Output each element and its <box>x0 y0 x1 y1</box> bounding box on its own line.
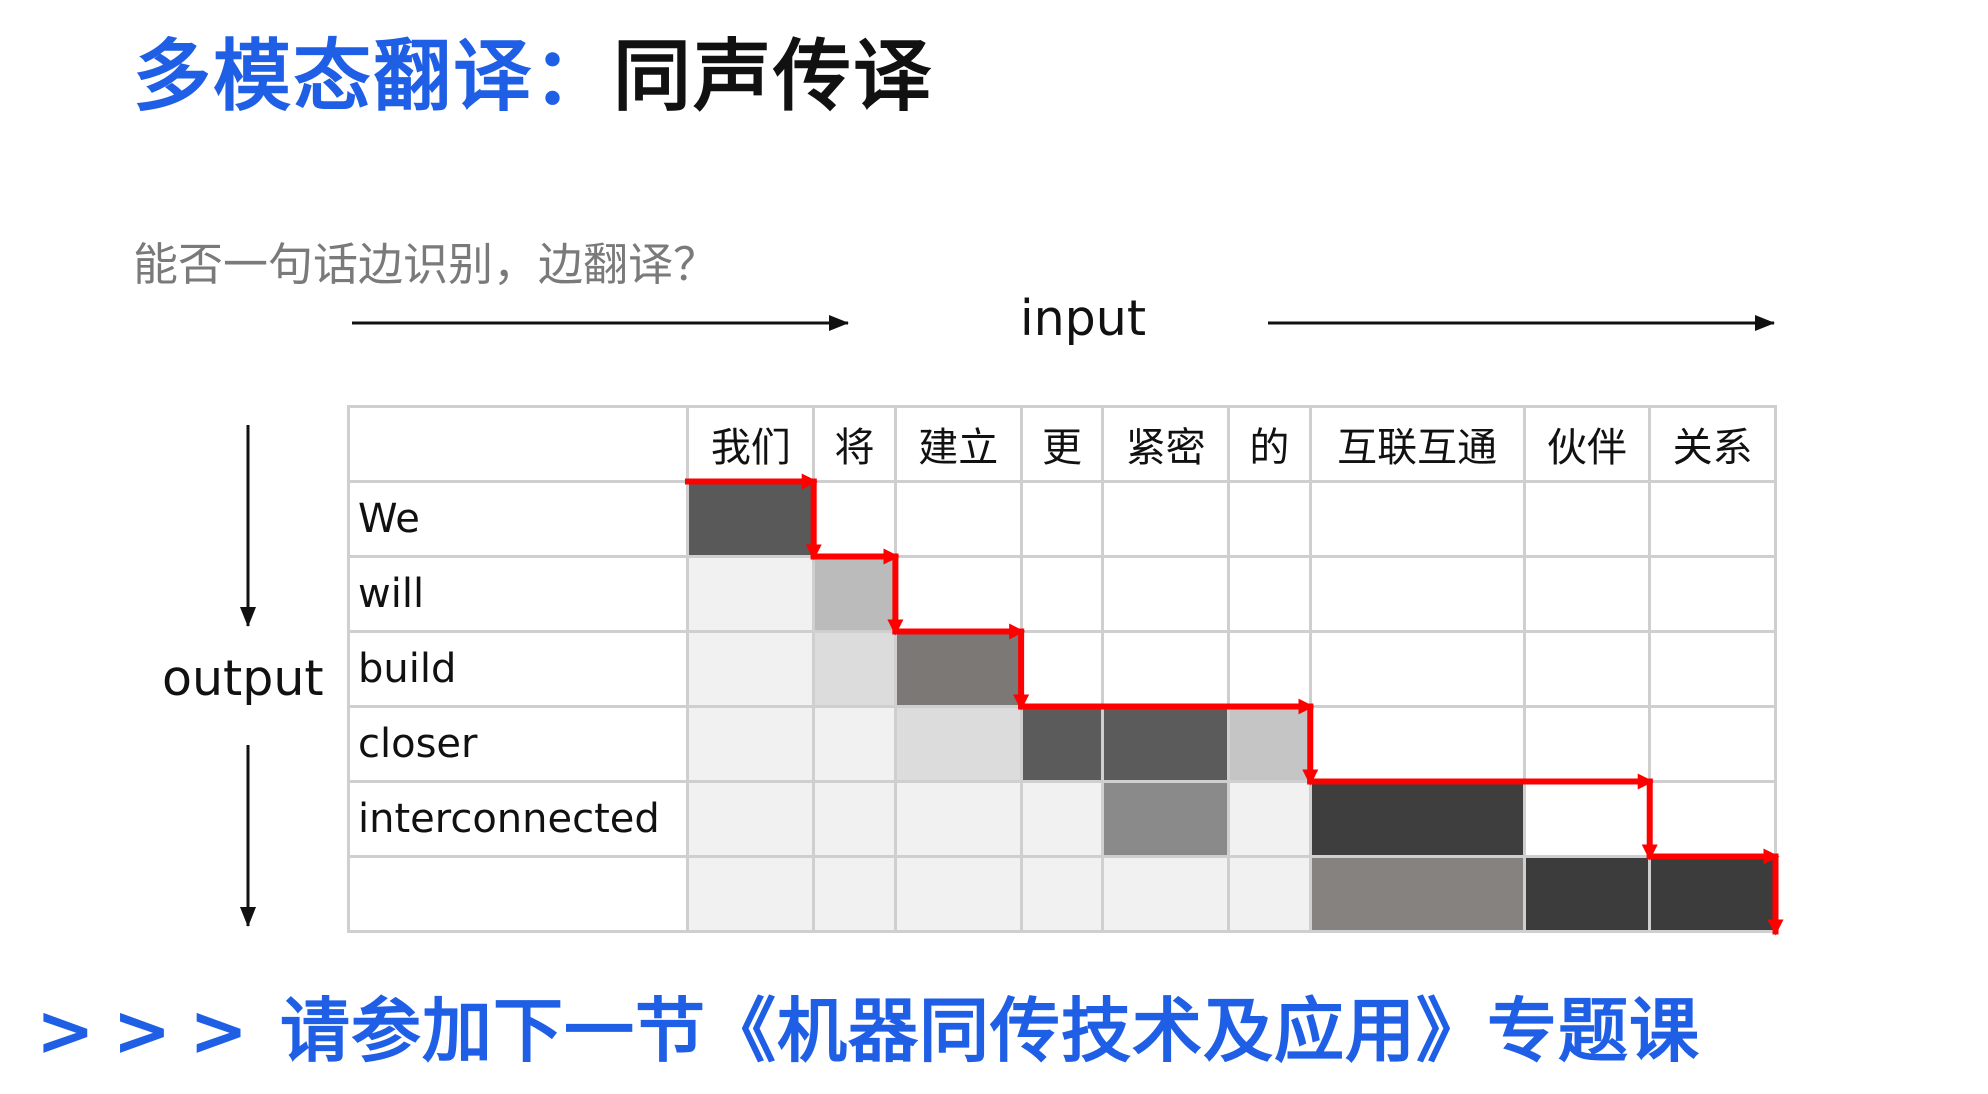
attention-cell <box>1650 782 1776 857</box>
attention-cell <box>1103 482 1229 557</box>
attention-cell <box>1310 557 1524 632</box>
attention-cell <box>814 857 896 932</box>
grid-row: build <box>349 632 1776 707</box>
attention-cell <box>1229 857 1311 932</box>
grid-row: will <box>349 557 1776 632</box>
attention-cell <box>688 857 814 932</box>
column-header: 关系 <box>1650 407 1776 482</box>
attention-cell <box>1524 632 1650 707</box>
attention-cell <box>814 632 896 707</box>
attention-cell <box>1229 782 1311 857</box>
row-label: build <box>349 632 688 707</box>
attention-cell <box>1310 482 1524 557</box>
attention-cell <box>1021 782 1103 857</box>
grid-row <box>349 857 1776 932</box>
attention-cell <box>1229 707 1311 782</box>
attention-cell <box>688 482 814 557</box>
row-label: closer <box>349 707 688 782</box>
grid-row: closer <box>349 707 1776 782</box>
attention-cell <box>895 707 1021 782</box>
attention-cell <box>688 632 814 707</box>
row-label: We <box>349 482 688 557</box>
attention-cell <box>895 557 1021 632</box>
attention-cell <box>1650 557 1776 632</box>
attention-cell <box>895 632 1021 707</box>
attention-cell <box>688 557 814 632</box>
chevron-icon: >>> <box>36 990 266 1072</box>
grid-corner-cell <box>349 407 688 482</box>
attention-cell <box>1524 782 1650 857</box>
attention-cell <box>1021 857 1103 932</box>
attention-cell <box>1103 707 1229 782</box>
column-header: 我们 <box>688 407 814 482</box>
grid-header-row: 我们将建立更紧密的互联互通 伙伴 关系 <box>349 407 1776 482</box>
attention-cell <box>688 782 814 857</box>
attention-cell <box>1524 482 1650 557</box>
attention-cell <box>1310 632 1524 707</box>
row-label <box>349 857 688 932</box>
grid-row: interconnected <box>349 782 1776 857</box>
attention-cell <box>1310 707 1524 782</box>
attention-cell <box>1229 482 1311 557</box>
attention-cell <box>1524 857 1650 932</box>
column-header: 更 <box>1021 407 1103 482</box>
attention-cell <box>1103 557 1229 632</box>
attention-cell <box>814 707 896 782</box>
attention-cell <box>1021 482 1103 557</box>
attention-cell <box>895 782 1021 857</box>
column-header: 伙伴 <box>1524 407 1650 482</box>
attention-cell <box>1650 857 1776 932</box>
attention-cell <box>1103 857 1229 932</box>
attention-cell <box>814 782 896 857</box>
attention-cell <box>1021 557 1103 632</box>
attention-cell <box>1103 632 1229 707</box>
attention-cell <box>1650 482 1776 557</box>
row-label: will <box>349 557 688 632</box>
attention-cell <box>1021 632 1103 707</box>
attention-cell <box>1524 557 1650 632</box>
alignment-grid: 我们将建立更紧密的互联互通 伙伴 关系 We will build closer inter… <box>347 405 1777 933</box>
column-header: 互联互通 <box>1310 407 1524 482</box>
column-header: 紧密 <box>1103 407 1229 482</box>
attention-cell <box>1524 707 1650 782</box>
column-header: 建立 <box>895 407 1021 482</box>
row-label: interconnected <box>349 782 688 857</box>
attention-cell <box>1310 782 1524 857</box>
attention-cell <box>895 857 1021 932</box>
attention-cell <box>1021 707 1103 782</box>
footer-text: 请参加下一节《机器同传技术及应用》专题课 <box>280 990 1700 1072</box>
column-header: 将 <box>814 407 896 482</box>
attention-cell <box>1229 557 1311 632</box>
attention-cell <box>1310 857 1524 932</box>
attention-cell <box>895 482 1021 557</box>
attention-cell <box>1650 707 1776 782</box>
footer-banner: >>> 请参加下一节《机器同传技术及应用》专题课 <box>36 975 1700 1076</box>
attention-cell <box>688 707 814 782</box>
attention-cell <box>1650 632 1776 707</box>
grid-row: We <box>349 482 1776 557</box>
attention-cell <box>1103 782 1229 857</box>
attention-cell <box>1229 632 1311 707</box>
attention-cell <box>814 482 896 557</box>
column-header: 的 <box>1229 407 1311 482</box>
attention-cell <box>814 557 896 632</box>
